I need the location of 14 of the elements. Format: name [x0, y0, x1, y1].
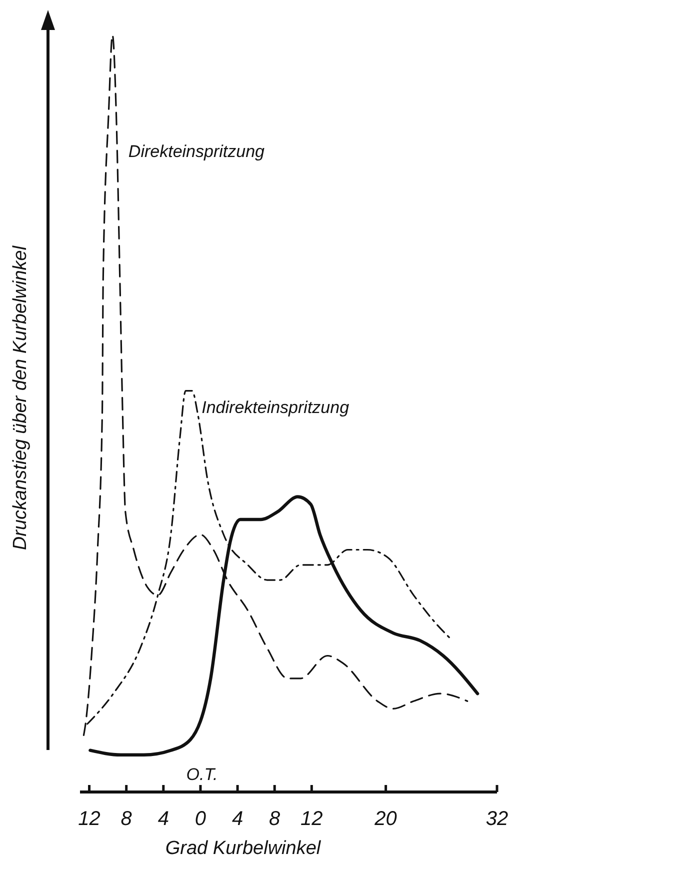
series-label: Indirekteinspritzung: [202, 398, 350, 417]
x-tick-label: 32: [486, 808, 508, 830]
x-axis-title: Grad Kurbelwinkel: [165, 838, 322, 859]
annotation: O.T.: [186, 765, 218, 784]
x-tick-label: 12: [78, 808, 100, 830]
x-tick-label: 8: [269, 808, 280, 830]
x-tick-label: 12: [300, 808, 323, 830]
series-label: Direkteinspritzung: [128, 142, 266, 161]
x-tick-label: 4: [158, 808, 169, 830]
x-tick-label: 0: [194, 808, 206, 830]
x-tick-label: 20: [374, 808, 397, 830]
y-axis-title: Druckanstieg über den Kurbelwinkel: [10, 245, 31, 550]
x-tick-label: 8: [120, 808, 132, 830]
x-tick-label: 4: [232, 808, 244, 830]
